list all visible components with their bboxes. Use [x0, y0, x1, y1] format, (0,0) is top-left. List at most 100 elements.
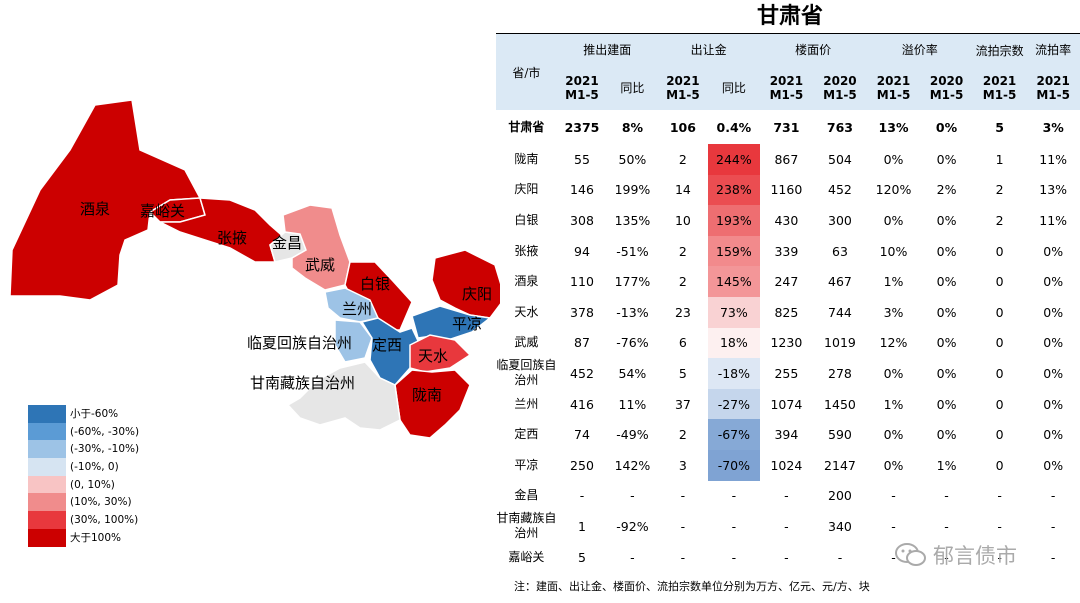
row-name: 天水: [514, 304, 539, 319]
table-cell: -76%: [616, 335, 649, 351]
table-cell: 5: [678, 365, 687, 381]
label-jiuquan: 酒泉: [80, 200, 111, 218]
table-row: 临夏回族自治州 452 54% 5 -18% 255 278 0% 0% 0 0%: [496, 358, 1080, 389]
table-cell: 2%: [936, 182, 957, 198]
table-cell: -67%: [708, 419, 760, 450]
table-cell: 0: [995, 304, 1004, 320]
legend-swatch: [28, 475, 66, 494]
table-row: 庆阳 146 199% 14 238% 1160 452 120% 2% 2 13%: [496, 174, 1080, 206]
region-wuwei: [282, 204, 351, 291]
table-cell: 2: [678, 151, 687, 167]
label-wuwei: 武威: [305, 256, 336, 274]
table-cell: 378: [570, 304, 594, 320]
table-cell: -: [784, 518, 789, 534]
map-shapes: [9, 99, 500, 439]
table-cell: 744: [828, 304, 852, 320]
header-2021: 2021 M1-5: [972, 65, 1027, 110]
table-cell: 110: [570, 274, 594, 290]
header-region: 省/市: [496, 33, 557, 110]
table-cell: -: [837, 549, 843, 565]
table-row: 甘南藏族自治州 1 -92% - - - 340 - - - -: [496, 511, 1080, 542]
table-cell: 247: [774, 274, 799, 290]
region-longnan: [394, 369, 471, 439]
table-cell: 199%: [614, 182, 651, 198]
table-cell: 731: [773, 119, 800, 135]
table-cell: 3: [678, 457, 687, 473]
legend-label: 小于-60%: [70, 408, 119, 421]
table-cell: 0%: [883, 457, 904, 473]
table-cell: 1024: [770, 457, 803, 473]
table-cell: 3%: [1042, 119, 1064, 135]
table-cell: 0: [995, 396, 1004, 412]
table-cell: 0%: [936, 335, 957, 351]
legend-item: 大于100%: [28, 528, 139, 547]
table-cell: 300: [828, 212, 852, 228]
header-2021: 2021 M1-5: [866, 65, 921, 110]
region-jiuquan: [9, 99, 202, 301]
table-row: 平凉 250 142% 3 -70% 1024 2147 0% 1% 0 0%: [496, 449, 1080, 481]
table-cell: 18%: [708, 327, 760, 359]
table-cell: 50%: [618, 151, 647, 167]
table-cell: 452: [570, 365, 594, 381]
table-cell: 94: [574, 243, 590, 259]
table-cell: 394: [774, 427, 799, 443]
table-cell: 2: [995, 182, 1004, 198]
table-cell: 0.4%: [716, 119, 752, 135]
table-cell: 193%: [708, 205, 760, 236]
table-row: 武威 87 -76% 6 18% 1230 1019 12% 0% 0 0%: [496, 327, 1080, 359]
table-cell: 340: [828, 518, 852, 534]
label-dingxi: 定西: [372, 336, 403, 354]
legend-label: (0, 10%): [70, 478, 115, 491]
label-baiyin: 白银: [360, 275, 391, 293]
table-cell: -: [1050, 549, 1056, 565]
table-cell: 0%: [1043, 427, 1064, 443]
table-cell: -: [680, 488, 686, 504]
table-cell: 10%: [879, 243, 908, 259]
table-row: 金昌 - - - - - 200 - - - -: [496, 481, 1080, 512]
table-cell: -92%: [616, 518, 649, 534]
table-cell: -: [731, 518, 737, 534]
table-cell: -: [680, 518, 686, 534]
region-linxia: [334, 319, 373, 363]
table-cell: 2: [678, 243, 687, 259]
table-cell: 255: [774, 365, 799, 381]
label-pingliang: 平凉: [452, 315, 483, 333]
table-cell: -: [997, 488, 1002, 504]
row-name: 甘肃省: [508, 119, 545, 134]
header-2021: 2021 M1-5: [556, 65, 608, 110]
table-row: 张掖 94 -51% 2 159% 339 63 10% 0% 0 0%: [496, 235, 1080, 267]
table-cell: 6: [678, 335, 687, 351]
table-cell: 11%: [618, 396, 647, 412]
table-cell: 0%: [936, 274, 957, 290]
table-row: 白银 308 135% 10 193% 430 300 0% 0% 2 11%: [496, 205, 1080, 236]
table-cell: 23: [674, 304, 691, 320]
table-cell: 200: [828, 488, 852, 504]
table-cell: 452: [828, 182, 852, 198]
table-cell: 1074: [770, 396, 803, 412]
table-cell: 0%: [1043, 274, 1064, 290]
table-cell: 12%: [879, 335, 908, 351]
table-row: 兰州 416 11% 37 -27% 1074 1450 1% 0% 0 0%: [496, 388, 1080, 420]
row-name: 平凉: [514, 457, 539, 472]
legend-label: (10%, 30%): [70, 496, 132, 509]
watermark: 郁言债市: [895, 540, 1017, 570]
table-cell: 0%: [883, 151, 904, 167]
legend-label: 大于100%: [70, 532, 122, 545]
legend-label: (-30%, -10%): [70, 443, 140, 456]
table-cell: 2: [995, 212, 1004, 228]
table-cell: 14: [674, 182, 691, 198]
table-cell: 0%: [936, 243, 957, 259]
table-cell: 5: [995, 119, 1004, 135]
table-cell: 1450: [824, 396, 856, 412]
table-cell: -13%: [616, 304, 649, 320]
table-cell: 159%: [708, 235, 760, 267]
table-cell: 142%: [614, 457, 651, 473]
region-zhangye: [159, 197, 287, 263]
table-cell: 8%: [621, 119, 644, 135]
row-name: 武威: [514, 335, 539, 350]
region-gannan: [286, 361, 401, 431]
table-cell: 0: [995, 457, 1004, 473]
legend-item: (-30%, -10%): [28, 440, 140, 459]
table-cell: -: [784, 549, 789, 565]
table-cell: 0%: [883, 212, 904, 228]
